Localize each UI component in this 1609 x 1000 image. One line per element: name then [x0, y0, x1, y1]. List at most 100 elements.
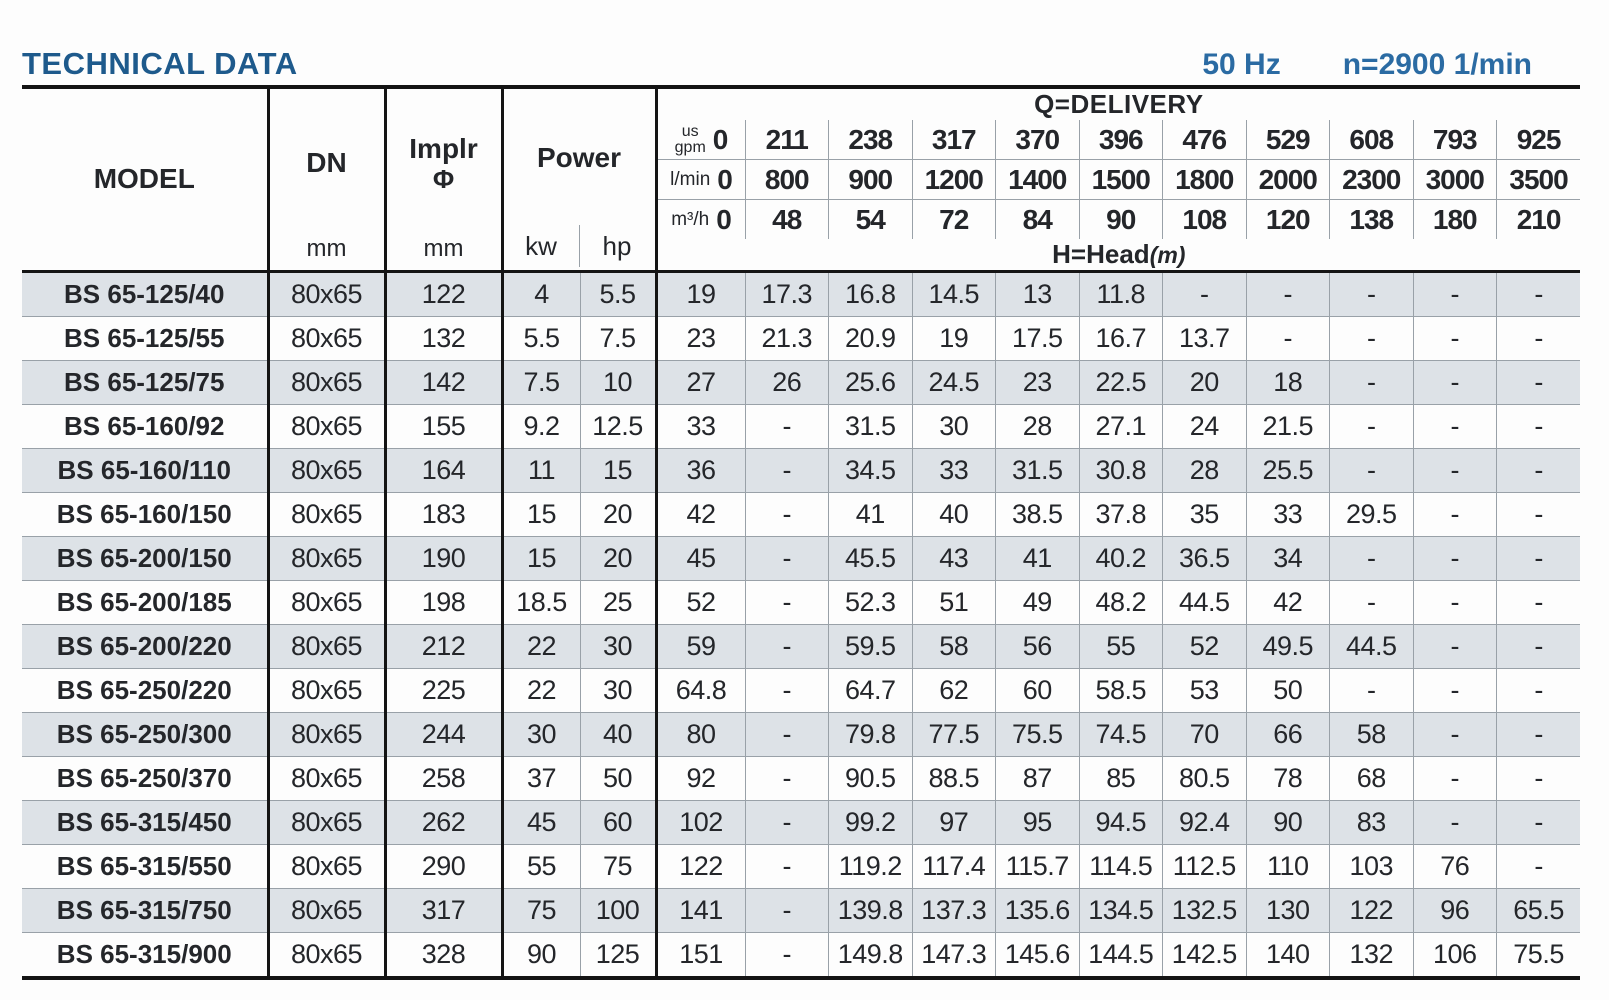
head-cell: 11.8: [1079, 271, 1163, 317]
head-cell: 94.5: [1079, 800, 1163, 845]
impeller-cell: 225: [385, 668, 504, 713]
table-row: BS 65-315/900 80x65 328 90 125 151-149.8 147.3…: [22, 932, 1581, 978]
head-cell: 19: [912, 316, 996, 361]
kw-cell: 5.5: [502, 316, 581, 361]
head-cell: 119.2: [828, 844, 913, 889]
model-cell: BS 65-160/110: [22, 448, 270, 493]
model-cell: BS 65-200/185: [22, 580, 270, 625]
head-cell: 132: [1329, 932, 1414, 978]
head-cell: 52: [656, 580, 746, 625]
flow-unit-label: l/min: [670, 170, 710, 189]
head-cell: -: [1413, 536, 1497, 581]
flow-value-cell: 54: [828, 199, 913, 239]
dn-cell: 80x65: [268, 492, 387, 537]
head-cell: -: [1496, 492, 1581, 537]
head-cell: 23: [656, 316, 746, 361]
dn-cell: 80x65: [268, 536, 387, 581]
kw-cell: 11: [502, 448, 581, 493]
model-cell: BS 65-315/550: [22, 844, 270, 889]
model-cell: BS 65-250/370: [22, 756, 270, 801]
table-row: BS 65-315/750 80x65 317 75 100 141-139.8 137.3…: [22, 888, 1581, 933]
kw-cell: 15: [502, 536, 581, 581]
head-cell: 24: [1162, 404, 1247, 449]
head-cell: 20: [1162, 360, 1247, 405]
head-cell: 51: [912, 580, 996, 625]
flow-value-cell: 84: [995, 199, 1080, 239]
table-row: BS 65-315/550 80x65 290 55 75 122-119.2 117.4 1…: [22, 844, 1581, 889]
page-title: TECHNICAL DATA: [22, 46, 298, 81]
model-cell: BS 65-315/750: [22, 888, 270, 933]
head-cell: 40: [912, 492, 996, 537]
table-row: BS 65-200/220 80x65 212 22 30 59-59.5 58 56 55 52…: [22, 624, 1581, 669]
kw-cell: 75: [502, 888, 581, 933]
model-cell: BS 65-315/900: [22, 932, 270, 978]
head-cell: -: [1329, 404, 1414, 449]
flow-value-cell: 529: [1246, 120, 1330, 160]
hp-cell: 20: [580, 536, 658, 581]
head-cell: 140: [1246, 932, 1330, 978]
hp-cell: 25: [580, 580, 658, 625]
flow-unit-zero-cell: l/min 0: [656, 159, 746, 200]
head-cell: 33: [912, 448, 996, 493]
head-cell: 90: [1246, 800, 1330, 845]
dn-cell: 80x65: [268, 316, 387, 361]
head-cell: 44.5: [1329, 624, 1414, 669]
head-cell: -: [1246, 316, 1330, 361]
head-cell: 96: [1413, 888, 1497, 933]
head-cell: 106: [1413, 932, 1497, 978]
head-cell: 145.6: [995, 932, 1080, 978]
table-row: BS 65-250/370 80x65 258 37 50 92-90.5 88.5 87 85…: [22, 756, 1581, 801]
dn-cell: 80x65: [268, 888, 387, 933]
head-cell: 142.5: [1162, 932, 1247, 978]
hp-cell: 125: [580, 932, 658, 978]
head-cell: 95: [995, 800, 1080, 845]
head-cell: 92.4: [1162, 800, 1247, 845]
flow-value-cell: 608: [1329, 120, 1414, 160]
model-cell: BS 65-200/150: [22, 536, 270, 581]
head-cell: -: [745, 492, 829, 537]
power-unit-kw: kw: [525, 231, 557, 261]
head-cell: 114.5: [1079, 844, 1163, 889]
table-row: BS 65-125/40 80x65 122 4 5.5 19 17.3 16.8 14.5 13…: [22, 271, 1581, 317]
dn-cell: 80x65: [268, 360, 387, 405]
hp-cell: 30: [580, 624, 658, 669]
head-cell: 53: [1162, 668, 1247, 713]
head-cell: 122: [656, 844, 746, 889]
technical-data-table: MODEL DN mm Implr Φ mm Powe: [22, 85, 1581, 980]
head-cell: 130: [1246, 888, 1330, 933]
head-cell: -: [1413, 448, 1497, 493]
head-cell: 13: [995, 271, 1080, 317]
flow-value-cell: 108: [1162, 199, 1247, 239]
head-cell: -: [1496, 844, 1581, 889]
dn-cell: 80x65: [268, 580, 387, 625]
head-label: H=Head: [1052, 239, 1150, 269]
flow-unit-line: m³/h: [671, 209, 710, 230]
head-cell: 14.5: [912, 271, 996, 317]
flow-zero-value: 0: [712, 123, 729, 155]
kw-cell: 37: [502, 756, 581, 801]
head-cell: 31.5: [828, 404, 913, 449]
head-cell: -: [1496, 756, 1581, 801]
head-cell: -: [1413, 800, 1497, 845]
dn-cell: 80x65: [268, 271, 387, 317]
head-cell: 45.5: [828, 536, 913, 581]
head-cell: 147.3: [912, 932, 996, 978]
impeller-cell: 198: [385, 580, 504, 625]
head-cell: -: [1329, 360, 1414, 405]
head-cell: 68: [1329, 756, 1414, 801]
head-cell: 40.2: [1079, 536, 1163, 581]
impeller-cell: 183: [385, 492, 504, 537]
head-cell: 52.3: [828, 580, 913, 625]
head-cell: 102: [656, 800, 746, 845]
head-cell: -: [1413, 756, 1497, 801]
impeller-cell: 328: [385, 932, 504, 978]
head-cell: -: [745, 844, 829, 889]
impeller-diameter-symbol: Φ: [432, 163, 455, 194]
head-cell: -: [745, 932, 829, 978]
flow-row-usgpm: us gpm 0 211 238 317 370 396 476 529 608 793 925: [22, 120, 1581, 160]
dn-label: DN: [306, 147, 347, 179]
head-cell: 74.5: [1079, 712, 1163, 757]
flow-value-cell: 48: [745, 199, 829, 239]
flow-value-cell: 211: [745, 120, 829, 160]
head-cell: 18: [1246, 360, 1330, 405]
